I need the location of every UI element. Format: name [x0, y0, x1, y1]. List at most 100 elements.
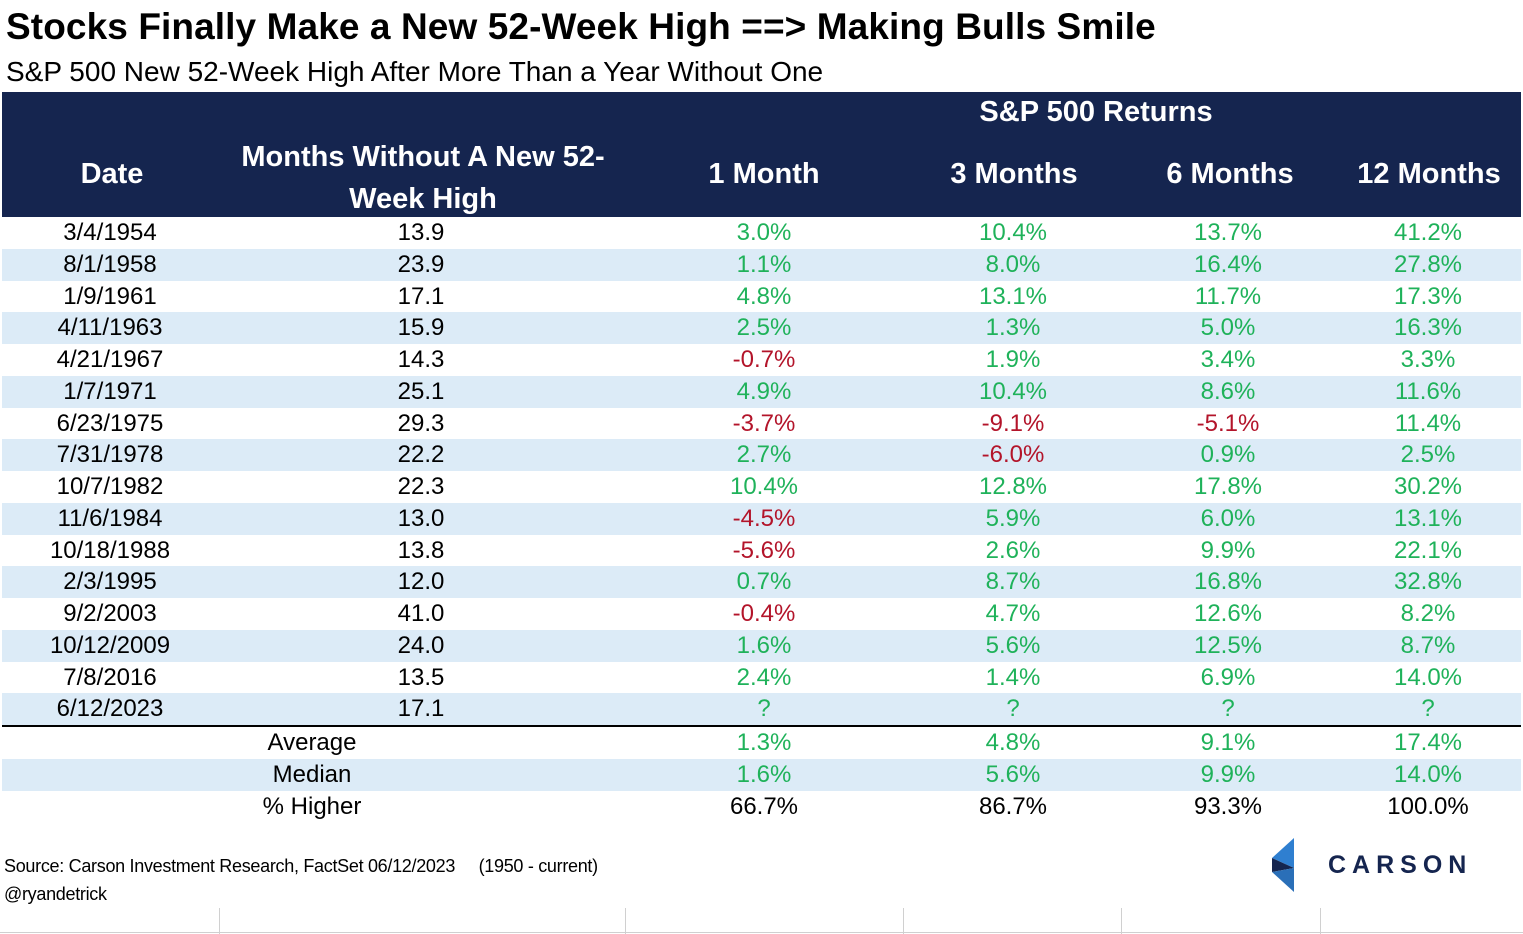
cell-months: 24.0: [397, 631, 445, 659]
grid-line: [219, 908, 220, 934]
cell-date: 8/1/1958: [63, 250, 157, 278]
summary-12-months: 14.0%: [1393, 761, 1463, 788]
cell-12-months: 22.1%: [1393, 536, 1463, 564]
cell-date: 7/8/2016: [63, 663, 157, 691]
author-handle: @ryandetrick: [4, 884, 107, 904]
table-header: S&P 500 Returns Date Months Without A Ne…: [2, 92, 1521, 217]
table-row: 4/21/1967 14.3 -0.7% 1.9% 3.4% 3.3%: [2, 344, 1521, 376]
table-row: 4/11/1963 15.9 2.5% 1.3% 5.0% 16.3%: [2, 312, 1521, 344]
cell-1-month: 0.7%: [736, 568, 792, 596]
header-6-months: 6 Months: [1166, 158, 1294, 190]
cell-3-months: 1.3%: [985, 314, 1041, 342]
cell-12-months: 32.8%: [1393, 568, 1463, 596]
cell-1-month: -0.7%: [732, 346, 796, 373]
cell-12-months: 8.2%: [1400, 600, 1456, 627]
header-1-month: 1 Month: [708, 158, 820, 190]
grid-line: [1320, 908, 1321, 934]
cell-6-months: 9.9%: [1200, 536, 1256, 564]
cell-months: 23.9: [397, 250, 445, 278]
cell-12-months: 3.3%: [1400, 346, 1456, 373]
summary-12-months: 100.0%: [1387, 793, 1469, 820]
cell-1-month: -3.7%: [732, 409, 796, 437]
table-row: 3/4/1954 13.9 3.0% 10.4% 13.7% 41.2%: [2, 217, 1521, 249]
cell-date: 1/7/1971: [63, 377, 157, 405]
cell-3-months: 10.4%: [978, 377, 1048, 405]
cell-6-months: 11.7%: [1194, 282, 1262, 310]
cell-months: 13.5: [397, 663, 445, 691]
cell-date: 7/31/1978: [56, 441, 164, 469]
table-divider: [2, 725, 1521, 727]
cell-1-month: -0.4%: [732, 600, 796, 627]
cell-6-months: 13.7%: [1193, 219, 1263, 246]
cell-6-months: 5.0%: [1200, 314, 1256, 342]
cell-1-month: -4.5%: [732, 504, 796, 532]
table-row: 1/9/1961 17.1 4.8% 13.1% 11.7% 17.3%: [2, 281, 1521, 313]
cell-12-months: 13.1%: [1393, 504, 1463, 532]
cell-1-month: ?: [757, 695, 771, 723]
table-row: 11/6/1984 13.0 -4.5% 5.9% 6.0% 13.1%: [2, 502, 1521, 535]
cell-months: 13.8: [397, 536, 445, 564]
summary-12-months: 17.4%: [1393, 729, 1463, 756]
cell-months: 22.3: [397, 473, 445, 500]
header-12-months: 12 Months: [1357, 158, 1501, 190]
table-row: 7/8/2016 13.5 2.4% 1.4% 6.9% 14.0%: [2, 662, 1521, 694]
summary-3-months: 4.8%: [985, 729, 1041, 756]
cell-12-months: 27.8%: [1393, 250, 1463, 278]
cell-date: 4/21/1967: [56, 346, 164, 373]
cell-months: 14.3: [397, 346, 445, 373]
source-note: Source: Carson Investment Research, Fact…: [4, 856, 598, 877]
cell-months: 25.1: [397, 377, 445, 405]
summary-1-month: 1.6%: [736, 761, 792, 788]
cell-6-months: 0.9%: [1200, 441, 1256, 469]
cell-date: 2/3/1995: [63, 568, 157, 596]
summary-6-months: 9.9%: [1200, 761, 1256, 788]
summary-label: Median: [272, 761, 352, 788]
summary-row: % Higher 66.7% 86.7% 93.3% 100.0%: [2, 791, 1521, 823]
summary-label: Average: [267, 729, 357, 756]
cell-3-months: 8.0%: [985, 250, 1041, 278]
cell-3-months: 2.6%: [985, 536, 1041, 564]
cell-3-months: 1.4%: [985, 663, 1041, 691]
grid-line: [903, 908, 904, 934]
cell-1-month: 4.9%: [736, 377, 792, 405]
cell-months: 41.0: [397, 600, 445, 627]
table-row: 6/12/2023 17.1????: [2, 693, 1521, 725]
cell-3-months: 5.9%: [985, 504, 1041, 532]
cell-6-months: 17.8%: [1193, 473, 1263, 500]
cell-date: 10/7/1982: [56, 473, 164, 500]
cell-3-months: ?: [1006, 695, 1020, 723]
cell-12-months: 17.3%: [1393, 282, 1463, 310]
cell-months: 13.0: [397, 504, 445, 532]
table-row: 10/12/2009 24.0 1.6% 5.6% 12.5% 8.7%: [2, 629, 1521, 662]
cell-6-months: 6.0%: [1200, 504, 1256, 532]
cell-1-month: -5.6%: [732, 536, 796, 564]
cell-months: 12.0: [397, 568, 445, 596]
data-rows: 3/4/1954 13.9 3.0% 10.4% 13.7% 41.2% 8/1/1958 2…: [2, 217, 1521, 725]
page-title: Stocks Finally Make a New 52-Week High =…: [6, 6, 1156, 47]
cell-12-months: 16.3%: [1393, 314, 1463, 342]
cell-12-months: 41.2%: [1393, 219, 1463, 246]
table-row: 10/18/1988 13.8 -5.6% 2.6% 9.9% 22.1%: [2, 535, 1521, 567]
cell-1-month: 1.1%: [736, 250, 792, 278]
cell-months: 17.1: [397, 695, 445, 723]
cell-3-months: -6.0%: [981, 441, 1045, 469]
cell-6-months: 16.8%: [1193, 568, 1263, 596]
header-returns-group: S&P 500 Returns: [979, 96, 1213, 128]
summary-3-months: 5.6%: [985, 761, 1041, 788]
cell-6-months: 12.6%: [1193, 600, 1263, 627]
cell-date: 6/23/1975: [56, 409, 164, 437]
header-date: Date: [80, 158, 144, 190]
source-text: Source: Carson Investment Research, Fact…: [4, 856, 456, 876]
summary-row: Average 1.3% 4.8% 9.1% 17.4%: [2, 727, 1521, 759]
cell-date: 9/2/2003: [63, 600, 157, 627]
table-row: 2/3/1995 12.0 0.7% 8.7% 16.8% 32.8%: [2, 566, 1521, 598]
cell-6-months: 6.9%: [1200, 663, 1256, 691]
grid-line: [1121, 908, 1122, 934]
cell-3-months: 12.8%: [978, 473, 1048, 500]
cell-date: 4/11/1963: [57, 314, 163, 342]
cell-months: 22.2: [397, 441, 445, 469]
cell-6-months: 16.4%: [1193, 250, 1263, 278]
cell-1-month: 4.8%: [736, 282, 792, 310]
cell-months: 29.3: [397, 409, 445, 437]
cell-3-months: 5.6%: [985, 631, 1041, 659]
